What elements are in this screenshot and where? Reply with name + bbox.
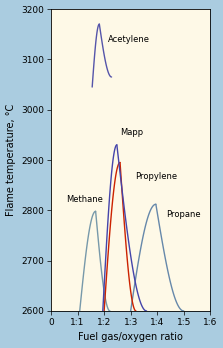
Text: Methane: Methane — [66, 195, 103, 204]
Text: Acetylene: Acetylene — [108, 35, 150, 44]
X-axis label: Fuel gas/oxygen ratio: Fuel gas/oxygen ratio — [78, 332, 183, 342]
Text: Propane: Propane — [167, 210, 201, 219]
Text: Propylene: Propylene — [135, 172, 177, 181]
Text: Mapp: Mapp — [120, 128, 143, 137]
Y-axis label: Flame temperature, °C: Flame temperature, °C — [6, 104, 16, 216]
